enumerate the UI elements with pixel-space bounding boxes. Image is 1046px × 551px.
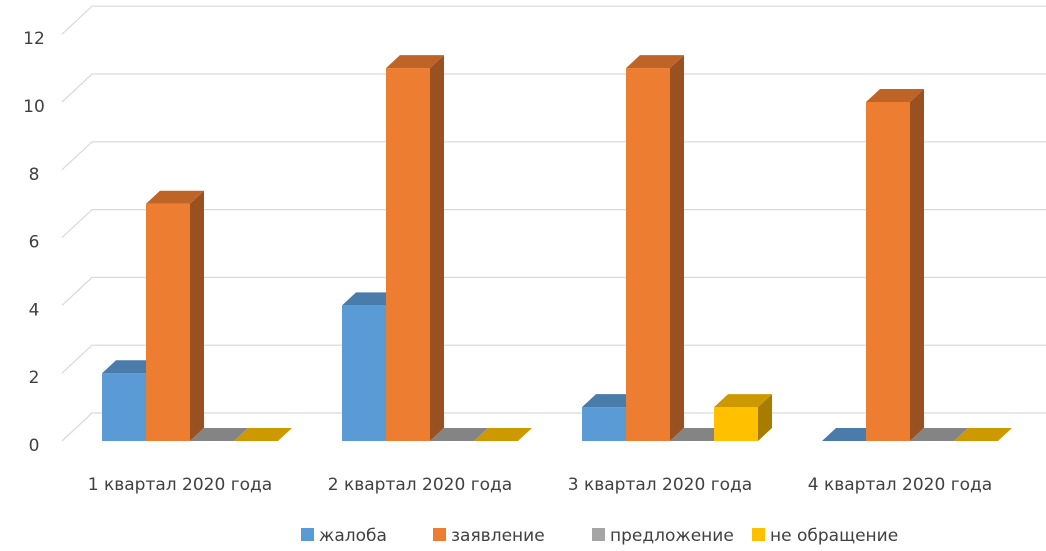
bar-top [910,428,968,441]
legend-label: жалоба [319,526,387,546]
bar-top [626,55,684,69]
bar-side [190,190,204,441]
bar [234,428,292,441]
legend-swatch [592,528,605,541]
bar-top [146,190,204,204]
legend-swatch [433,528,446,541]
bar-side [910,89,924,441]
bar-side [430,55,444,441]
y-tick-label: 2 [29,368,40,388]
bar-top [582,394,640,408]
x-category-label: 2 квартал 2020 года [328,475,512,495]
bar-top [386,55,444,69]
bar-top [474,428,532,441]
x-category-label: 1 квартал 2020 года [88,475,272,495]
bar-front [342,305,386,441]
bar-top [342,292,400,306]
bar-front [626,68,670,441]
gridline [61,141,1046,171]
legend-item[interactable]: не обращение [752,526,898,546]
x-category-label: 4 квартал 2020 года [808,475,992,495]
bar-top [430,428,488,441]
bar-top [866,89,924,102]
gridline [61,344,1046,374]
gridlines [61,5,1046,442]
y-tick-label: 0 [29,436,40,456]
bars [102,55,1012,441]
y-tick-label: 10 [23,97,45,117]
bar-top [670,428,728,441]
gridline [61,209,1046,239]
legend-swatch [752,528,765,541]
bar [670,428,728,441]
y-tick-label: 4 [29,300,40,320]
bar [190,428,248,441]
bar [910,428,968,441]
bar [714,394,772,441]
y-tick-label: 8 [29,165,40,185]
legend-label: предложение [610,526,734,546]
legend-label: не обращение [770,526,898,546]
bar-front [102,373,146,441]
y-tick-label: 12 [23,29,45,49]
bar-front [714,407,758,441]
bar-front [582,407,626,441]
legend-swatch [301,528,314,541]
gridline [61,73,1046,103]
bar [430,428,488,441]
bar-side [670,55,684,441]
y-tick-label: 6 [29,233,40,253]
bar-top [822,428,880,441]
bar [626,55,684,441]
bar [822,428,880,441]
category-labels: 1 квартал 2020 года 2 квартал 2020 года 3 … [88,475,992,495]
gridline [61,5,1046,35]
bar [386,55,444,441]
legend-label: заявление [451,526,545,546]
legend-item[interactable]: предложение [592,526,734,546]
gridline [61,276,1046,306]
bar [146,190,204,441]
bar [954,428,1012,441]
bar-front [866,102,910,441]
bar-top [234,428,292,441]
bar-top [190,428,248,441]
x-category-label: 3 квартал 2020 года [568,475,752,495]
bar-front [386,68,430,441]
bar-top [102,360,160,374]
bar [474,428,532,441]
bar-top [954,428,1012,441]
bar-top [714,394,772,408]
bar [866,89,924,441]
legend[interactable]: жалоба заявление предложение не обращение [301,526,898,546]
bar-side [758,394,772,441]
legend-item[interactable]: заявление [433,526,545,546]
y-axis-ticks: 0 2 4 6 8 10 12 [23,29,45,456]
legend-item[interactable]: жалоба [301,526,387,546]
bar-front [146,203,190,441]
